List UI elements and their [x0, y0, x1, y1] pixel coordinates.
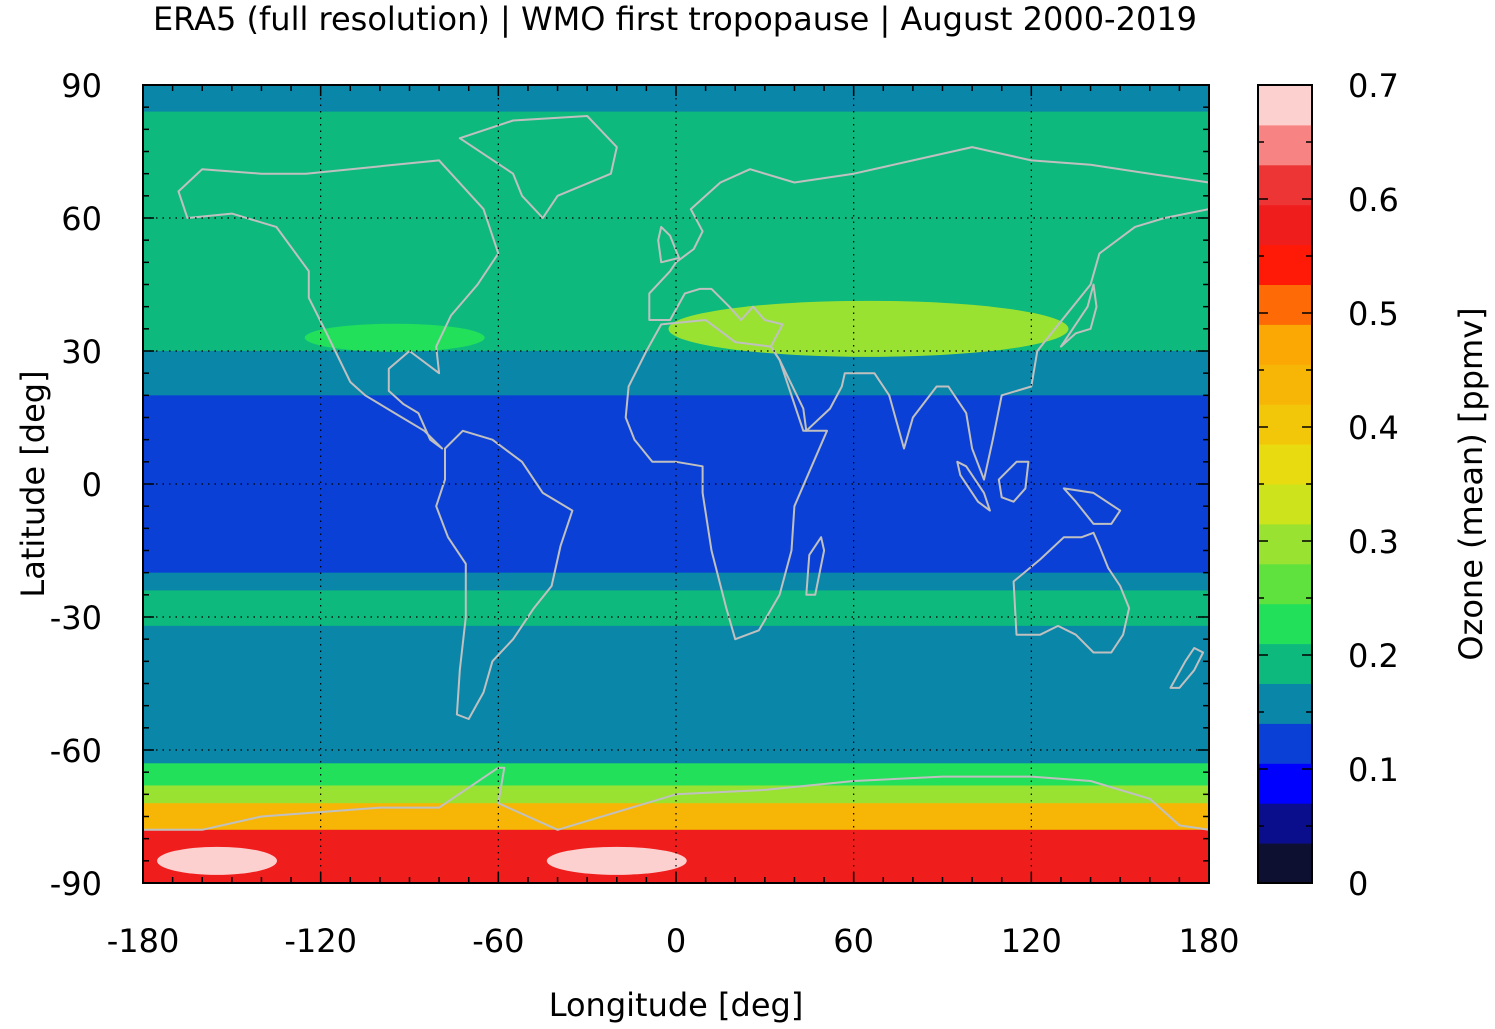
ozone-band-7	[143, 625, 1209, 764]
x-tick-label: 0	[666, 922, 686, 960]
colorbar-tick-label: 0.1	[1348, 751, 1399, 789]
coastline-north-america	[177, 159, 500, 450]
colorbar-level-18	[1258, 124, 1312, 166]
x-tick-labels: -180 -120 -60 0 60 120 180	[107, 922, 1240, 960]
y-tick-label: 0	[82, 466, 102, 504]
plot-area	[143, 85, 1209, 883]
x-tick-label: 120	[1001, 922, 1062, 960]
ozone-feature-3	[546, 846, 687, 875]
colorbar-level-1	[1258, 803, 1312, 844]
ozone-band-3	[143, 351, 1209, 396]
colorbar-tick-label: 0.3	[1348, 523, 1399, 561]
ozone-feature-2	[1040, 462, 1201, 506]
colorbar-label: Ozone (mean) [ppmv]	[1452, 307, 1490, 660]
ozone-feature-1	[304, 323, 485, 352]
y-tick-label: 30	[61, 333, 102, 371]
coastline-eurasia	[648, 146, 1209, 481]
coastline-madagascar	[805, 536, 826, 596]
coastline-sumatra	[956, 460, 991, 512]
colorbar-tick-label: 0.7	[1348, 67, 1399, 105]
colorbar-level-0	[1258, 843, 1312, 884]
coastline-africa	[624, 319, 828, 641]
y-tick-label: -90	[50, 865, 102, 903]
chart-title: ERA5 (full resolution) | WMO first tropo…	[153, 0, 1197, 38]
x-tick-label: 180	[1178, 922, 1239, 960]
coastline-new-guinea	[1062, 487, 1122, 525]
colorbar-tick-label: 0.5	[1348, 295, 1399, 333]
x-axis-label: Longitude [deg]	[549, 986, 804, 1024]
coastline-australia	[1012, 531, 1131, 654]
coastline-south-america	[435, 429, 574, 720]
colorbar-level-3	[1258, 723, 1312, 764]
y-axis-label: Latitude [deg]	[14, 370, 52, 597]
coastline-japan	[1059, 283, 1098, 348]
coastline-uk	[657, 225, 680, 264]
ozone-band-1	[143, 111, 1209, 285]
y-tick-label: -60	[50, 732, 102, 770]
x-tick-label: -180	[107, 922, 180, 960]
ozone-features-layer	[157, 300, 1201, 875]
y-tick-label: 90	[61, 67, 102, 105]
colorbar-level-11	[1258, 404, 1312, 445]
colorbar-level-10	[1258, 444, 1312, 485]
colorbar-level-8	[1258, 523, 1312, 565]
colorbar-level-9	[1258, 484, 1312, 525]
axis-ticks	[142, 84, 1210, 884]
ozone-band-5	[143, 572, 1209, 591]
colorbar-level-15	[1258, 244, 1312, 285]
colorbar-level-2	[1258, 763, 1312, 804]
colorbar-level-7	[1258, 563, 1312, 605]
colorbar-level-4	[1258, 683, 1312, 724]
coastline-borneo	[997, 460, 1030, 503]
grid-lines	[143, 85, 1209, 883]
ozone-feature-4	[157, 846, 278, 875]
colorbar-frame	[1257, 84, 1313, 884]
x-tick-label: 60	[833, 922, 874, 960]
colorbar-level-6	[1258, 603, 1312, 645]
colorbar-level-19	[1258, 85, 1312, 126]
coastline-antarctica	[143, 766, 1209, 831]
colorbar-level-12	[1258, 364, 1312, 405]
colorbar-level-13	[1258, 324, 1312, 365]
colorbar-tick-labels: 0 0.1 0.2 0.3 0.4 0.5 0.6 0.7	[1348, 67, 1399, 903]
x-tick-label: -120	[284, 922, 357, 960]
colorbar-tick-label: 0.2	[1348, 637, 1399, 675]
colorbar-tick-label: 0	[1348, 865, 1368, 903]
colorbar-tick-label: 0.4	[1348, 409, 1399, 447]
y-tick-label: -30	[50, 599, 102, 637]
colorbar	[1258, 84, 1312, 884]
colorbar-tick-label: 0.6	[1348, 181, 1399, 219]
colorbar-level-16	[1258, 204, 1312, 246]
colorbar-level-14	[1258, 284, 1312, 325]
coastline-greenland	[458, 115, 618, 219]
colorbar-level-5	[1258, 643, 1312, 684]
x-tick-label: -60	[472, 922, 524, 960]
ozone-feature-0	[668, 300, 1069, 357]
ozone-band-6	[143, 590, 1209, 627]
coastline-new-zealand	[1169, 647, 1205, 689]
coastline-layer	[143, 115, 1209, 831]
y-tick-label: 60	[61, 200, 102, 238]
y-tick-labels: 90 60 30 0 -30 -60 -90	[50, 67, 102, 903]
